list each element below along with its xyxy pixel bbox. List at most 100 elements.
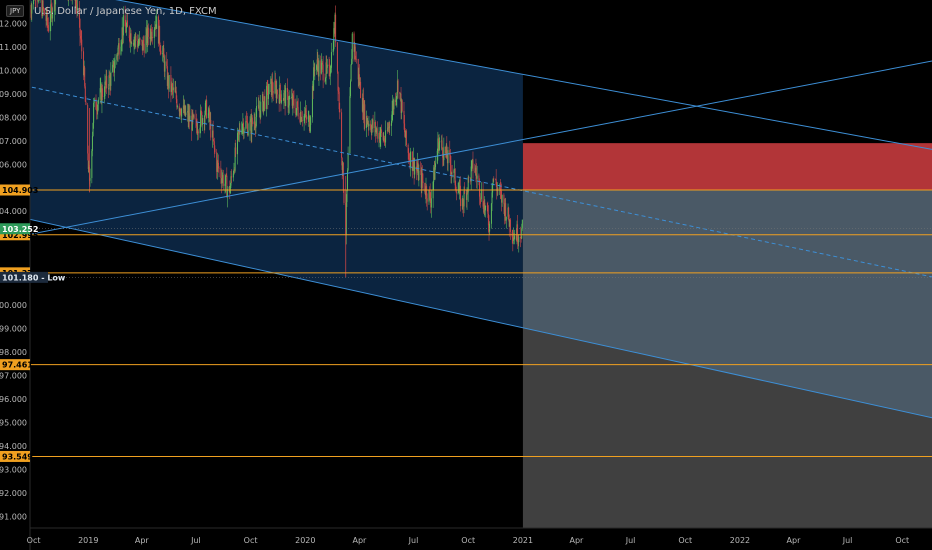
candle-body [361, 98, 363, 112]
candle-body [204, 103, 206, 115]
candle-body [392, 103, 394, 112]
candle-body [46, 11, 48, 21]
candle-body [297, 101, 299, 108]
candle-body [401, 100, 403, 111]
candle-body [482, 189, 484, 207]
candle-body [434, 167, 436, 180]
candle-body [508, 219, 510, 227]
candle-body [389, 123, 391, 126]
price-tick-label: 112.000 [0, 19, 27, 28]
plot-area[interactable] [0, 0, 932, 528]
candle-body [509, 219, 511, 232]
candle-body [350, 64, 352, 82]
candle-body [433, 167, 435, 182]
candle-body [363, 98, 365, 120]
candle-body [221, 178, 223, 184]
candle-body [189, 115, 191, 122]
candle-body [232, 173, 234, 178]
candle-body [466, 190, 468, 201]
price-tick-label: 95.000 [0, 418, 27, 427]
time-tick-label: Oct [678, 536, 692, 545]
candle-body [375, 130, 377, 133]
candle-body [329, 73, 331, 77]
candle-body [87, 104, 89, 154]
price-tick-label: 91.000 [0, 512, 27, 521]
candle-body [222, 175, 224, 179]
candle-body [188, 113, 190, 122]
currency-badge[interactable]: JPY [6, 5, 25, 17]
candle-body [443, 146, 445, 161]
candle-body [342, 162, 344, 191]
candle-body [287, 92, 289, 108]
candle-body [487, 213, 489, 226]
rising-support-line [30, 60, 932, 235]
candle-body [43, 8, 45, 15]
candle-body [379, 136, 381, 142]
candle-body [154, 28, 156, 30]
candle-body [49, 21, 51, 32]
candle-body [517, 224, 519, 243]
candle-body [121, 27, 123, 43]
candle-body [489, 223, 491, 232]
candle-body [515, 235, 517, 241]
candle-body [241, 130, 243, 133]
candle-body [118, 43, 120, 48]
candle-body [157, 16, 159, 44]
candle-body [171, 83, 173, 87]
time-tick-label: 2021 [513, 536, 533, 545]
candle-body [325, 62, 327, 79]
candle-body [254, 121, 256, 127]
candle-body [151, 37, 153, 39]
candle-body [351, 58, 353, 65]
candle-body [514, 235, 516, 240]
candle-body [37, 0, 39, 2]
candle-body [53, 0, 55, 12]
candle-body [54, 0, 56, 5]
candle-body [355, 58, 357, 60]
candle-body [143, 40, 145, 44]
candle-body [425, 186, 427, 196]
candle-body [174, 87, 176, 93]
candle-body [462, 198, 464, 206]
candle-body [300, 111, 302, 122]
candle-body [167, 75, 169, 86]
chart-title: U.S. Dollar / Japanese Yen, 1D, FXCM [34, 6, 217, 17]
candle-body [99, 88, 101, 100]
candle-body [147, 27, 149, 43]
candle-body [175, 91, 177, 93]
candle-body [88, 166, 90, 169]
candle-body [330, 67, 332, 74]
candle-body [251, 117, 253, 125]
candle-body [197, 131, 199, 134]
candles [30, 0, 523, 278]
price-tick-label: 99.000 [0, 325, 27, 334]
candle-body [301, 120, 303, 121]
candle-body [401, 100, 403, 113]
candle-body [322, 62, 324, 65]
candle-body [445, 146, 447, 154]
candle-body [328, 64, 330, 66]
candle-body [101, 88, 103, 103]
candle-body [518, 236, 520, 243]
candle-body [391, 120, 393, 126]
price-tick-label: 109.000 [0, 90, 27, 99]
candle-body [504, 203, 506, 216]
candle-body [521, 219, 523, 229]
candle-body [95, 98, 97, 110]
candle-body [283, 90, 285, 93]
candle-body [41, 0, 43, 16]
candle-body [492, 178, 494, 184]
candle-body [313, 67, 315, 71]
candle-body [147, 27, 149, 37]
candle-body [335, 14, 337, 43]
candle-body [446, 145, 448, 159]
candle-body [507, 207, 509, 217]
candle-body [505, 203, 507, 221]
time-axis[interactable]: Oct 2019 Apr Jul Oct 2020 Apr Jul Oct 2021 Apr Jul O… [27, 527, 932, 545]
candle-body [451, 172, 453, 174]
candle-body [349, 96, 351, 154]
candle-body [233, 169, 235, 174]
candle-body [403, 110, 405, 124]
candle-body [285, 87, 287, 106]
